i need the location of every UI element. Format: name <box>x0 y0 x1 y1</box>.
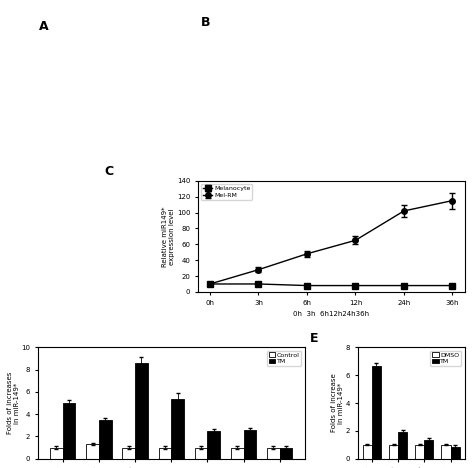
Bar <box>389 445 398 459</box>
Bar <box>63 403 75 459</box>
Bar <box>244 430 256 459</box>
Bar <box>122 447 135 459</box>
Y-axis label: Folds of increase
In miR-149*: Folds of increase In miR-149* <box>331 373 344 432</box>
Legend: Control, TM: Control, TM <box>267 351 301 366</box>
Y-axis label: Folds of increases
in miR-149*: Folds of increases in miR-149* <box>7 372 20 434</box>
Text: B: B <box>201 16 210 29</box>
Bar <box>86 444 99 459</box>
Text: E: E <box>310 332 319 345</box>
Bar <box>99 420 111 459</box>
Bar <box>159 447 171 459</box>
Bar <box>280 447 292 459</box>
Text: C: C <box>105 165 114 178</box>
Bar <box>231 447 244 459</box>
Bar <box>267 447 280 459</box>
Bar <box>415 445 424 459</box>
Bar <box>441 445 450 459</box>
Bar <box>450 447 460 459</box>
Bar <box>372 366 381 459</box>
Legend: DMSO, TM: DMSO, TM <box>430 351 461 366</box>
Bar <box>135 363 148 459</box>
Bar <box>424 440 433 459</box>
Y-axis label: Relative miR149*
expression level: Relative miR149* expression level <box>163 206 175 267</box>
Bar <box>398 432 407 459</box>
Bar <box>363 445 372 459</box>
Text: A: A <box>39 20 49 33</box>
Bar <box>50 447 63 459</box>
Legend: Melanocyte, Mel-RM: Melanocyte, Mel-RM <box>201 184 252 200</box>
Bar <box>208 431 220 459</box>
X-axis label: 0h  3h  6h12h24h36h: 0h 3h 6h12h24h36h <box>293 311 369 317</box>
Bar <box>171 399 184 459</box>
Bar <box>195 447 208 459</box>
